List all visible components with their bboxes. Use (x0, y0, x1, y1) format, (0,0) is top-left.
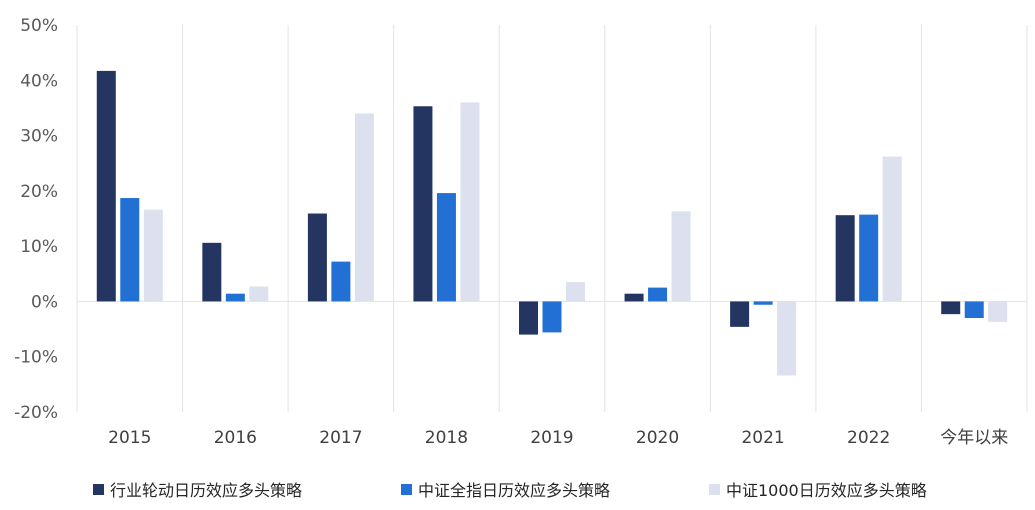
y-tick-label: -20% (14, 403, 58, 423)
bar (730, 301, 750, 327)
bar (835, 215, 855, 302)
bar (436, 193, 456, 302)
y-tick-label: 20% (20, 182, 58, 202)
bar (624, 293, 644, 302)
x-tick-label: 今年以来 (940, 428, 1008, 448)
bar (249, 286, 269, 302)
bar (753, 301, 773, 305)
bar (566, 282, 585, 302)
legend: 行业轮动日历效应多头策略 中证全指日历效应多头策略 中证1000日历效应多头策略 (93, 481, 927, 500)
x-tick-label: 2018 (425, 428, 468, 448)
bar (671, 211, 691, 302)
x-axis: 2015 2016 2017 2018 2019 2020 2021 2022 今年以来 (108, 428, 1008, 448)
bar (859, 214, 879, 302)
bar (882, 156, 902, 302)
legend-label: 中证全指日历效应多头策略 (418, 481, 610, 500)
bar (413, 106, 433, 302)
y-axis: 50% 40% 30% 20% 10% 0% -10% -20% (14, 16, 58, 423)
y-tick-label: -10% (14, 348, 58, 368)
y-tick-label: 50% (20, 16, 58, 36)
bar (225, 293, 245, 302)
legend-swatch (93, 484, 104, 495)
legend-label: 行业轮动日历效应多头策略 (110, 481, 302, 500)
bar (307, 213, 327, 302)
bar (96, 70, 116, 302)
y-tick-label: 40% (20, 71, 58, 91)
bar (202, 242, 222, 302)
x-tick-label: 2021 (741, 428, 784, 448)
bar (941, 301, 961, 315)
bar (354, 113, 374, 302)
bar (331, 261, 351, 302)
x-tick-label: 2020 (636, 428, 679, 448)
bar (519, 301, 538, 335)
x-tick-label: 2015 (108, 428, 151, 448)
bar (143, 209, 163, 302)
x-tick-label: 2016 (214, 428, 257, 448)
x-tick-label: 2017 (319, 428, 362, 448)
y-tick-label: 10% (20, 237, 58, 257)
bar (460, 102, 480, 302)
legend-label: 中证1000日历效应多头策略 (726, 481, 927, 500)
legend-swatch (709, 484, 720, 495)
bars (96, 70, 1008, 376)
bar (542, 301, 562, 333)
y-tick-label: 0% (31, 292, 58, 312)
bar (120, 198, 140, 302)
x-tick-label: 2019 (530, 428, 573, 448)
bar (648, 287, 668, 302)
x-tick-label: 2022 (847, 428, 890, 448)
y-tick-label: 30% (20, 127, 58, 147)
legend-swatch (401, 484, 412, 495)
bar (988, 301, 1008, 322)
bar (777, 301, 797, 376)
bar (964, 301, 984, 319)
